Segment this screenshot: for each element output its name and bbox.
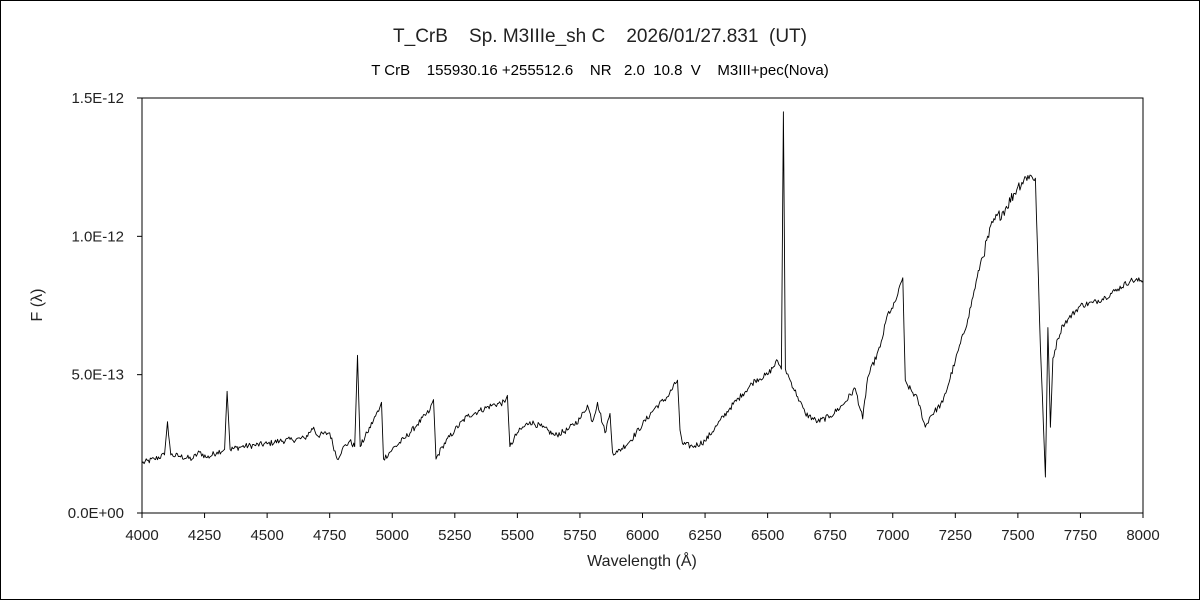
chart-subtitle: T CrB 155930.16 +255512.6 NR 2.0 10.8 V … <box>371 62 829 79</box>
y-axis: 0.0E+00 5.0E-13 1.0E-12 1.5E-12 <box>68 90 142 522</box>
x-tick-label: 8000 <box>1126 527 1159 544</box>
x-tick-label: 4250 <box>188 527 221 544</box>
y-tick-label: 5.0E-13 <box>71 367 124 384</box>
x-tick-label: 6250 <box>688 527 721 544</box>
y-axis-label: F (λ) <box>29 289 46 322</box>
x-tick-label: 6500 <box>751 527 784 544</box>
y-tick-label: 1.5E-12 <box>71 90 124 107</box>
chart-title: T_CrB Sp. M3IIIe_sh C 2026/01/27.831 (UT… <box>393 26 807 47</box>
x-tick-label: 4750 <box>313 527 346 544</box>
y-tick-label: 1.0E-12 <box>71 228 124 245</box>
x-tick-label: 5500 <box>501 527 534 544</box>
x-tick-label: 6000 <box>626 527 659 544</box>
x-tick-label: 7250 <box>939 527 972 544</box>
spectrum-line <box>141 111 1144 478</box>
x-axis-label: Wavelength (Å) <box>587 551 697 570</box>
x-tick-label: 7000 <box>876 527 909 544</box>
x-tick-label: 7500 <box>1001 527 1034 544</box>
y-tick-label: 0.0E+00 <box>68 505 124 522</box>
x-tick-label: 5750 <box>563 527 596 544</box>
x-tick-label: 4500 <box>250 527 283 544</box>
x-tick-label: 6750 <box>814 527 847 544</box>
x-axis: 4000 4250 4500 4750 5000 5250 5500 5750 6000 6250… <box>125 513 1160 544</box>
plot-area-border <box>141 97 1144 514</box>
x-tick-label: 5000 <box>376 527 409 544</box>
x-tick-label: 7750 <box>1064 527 1097 544</box>
x-tick-label: 5250 <box>438 527 471 544</box>
x-tick-label: 4000 <box>125 527 158 544</box>
